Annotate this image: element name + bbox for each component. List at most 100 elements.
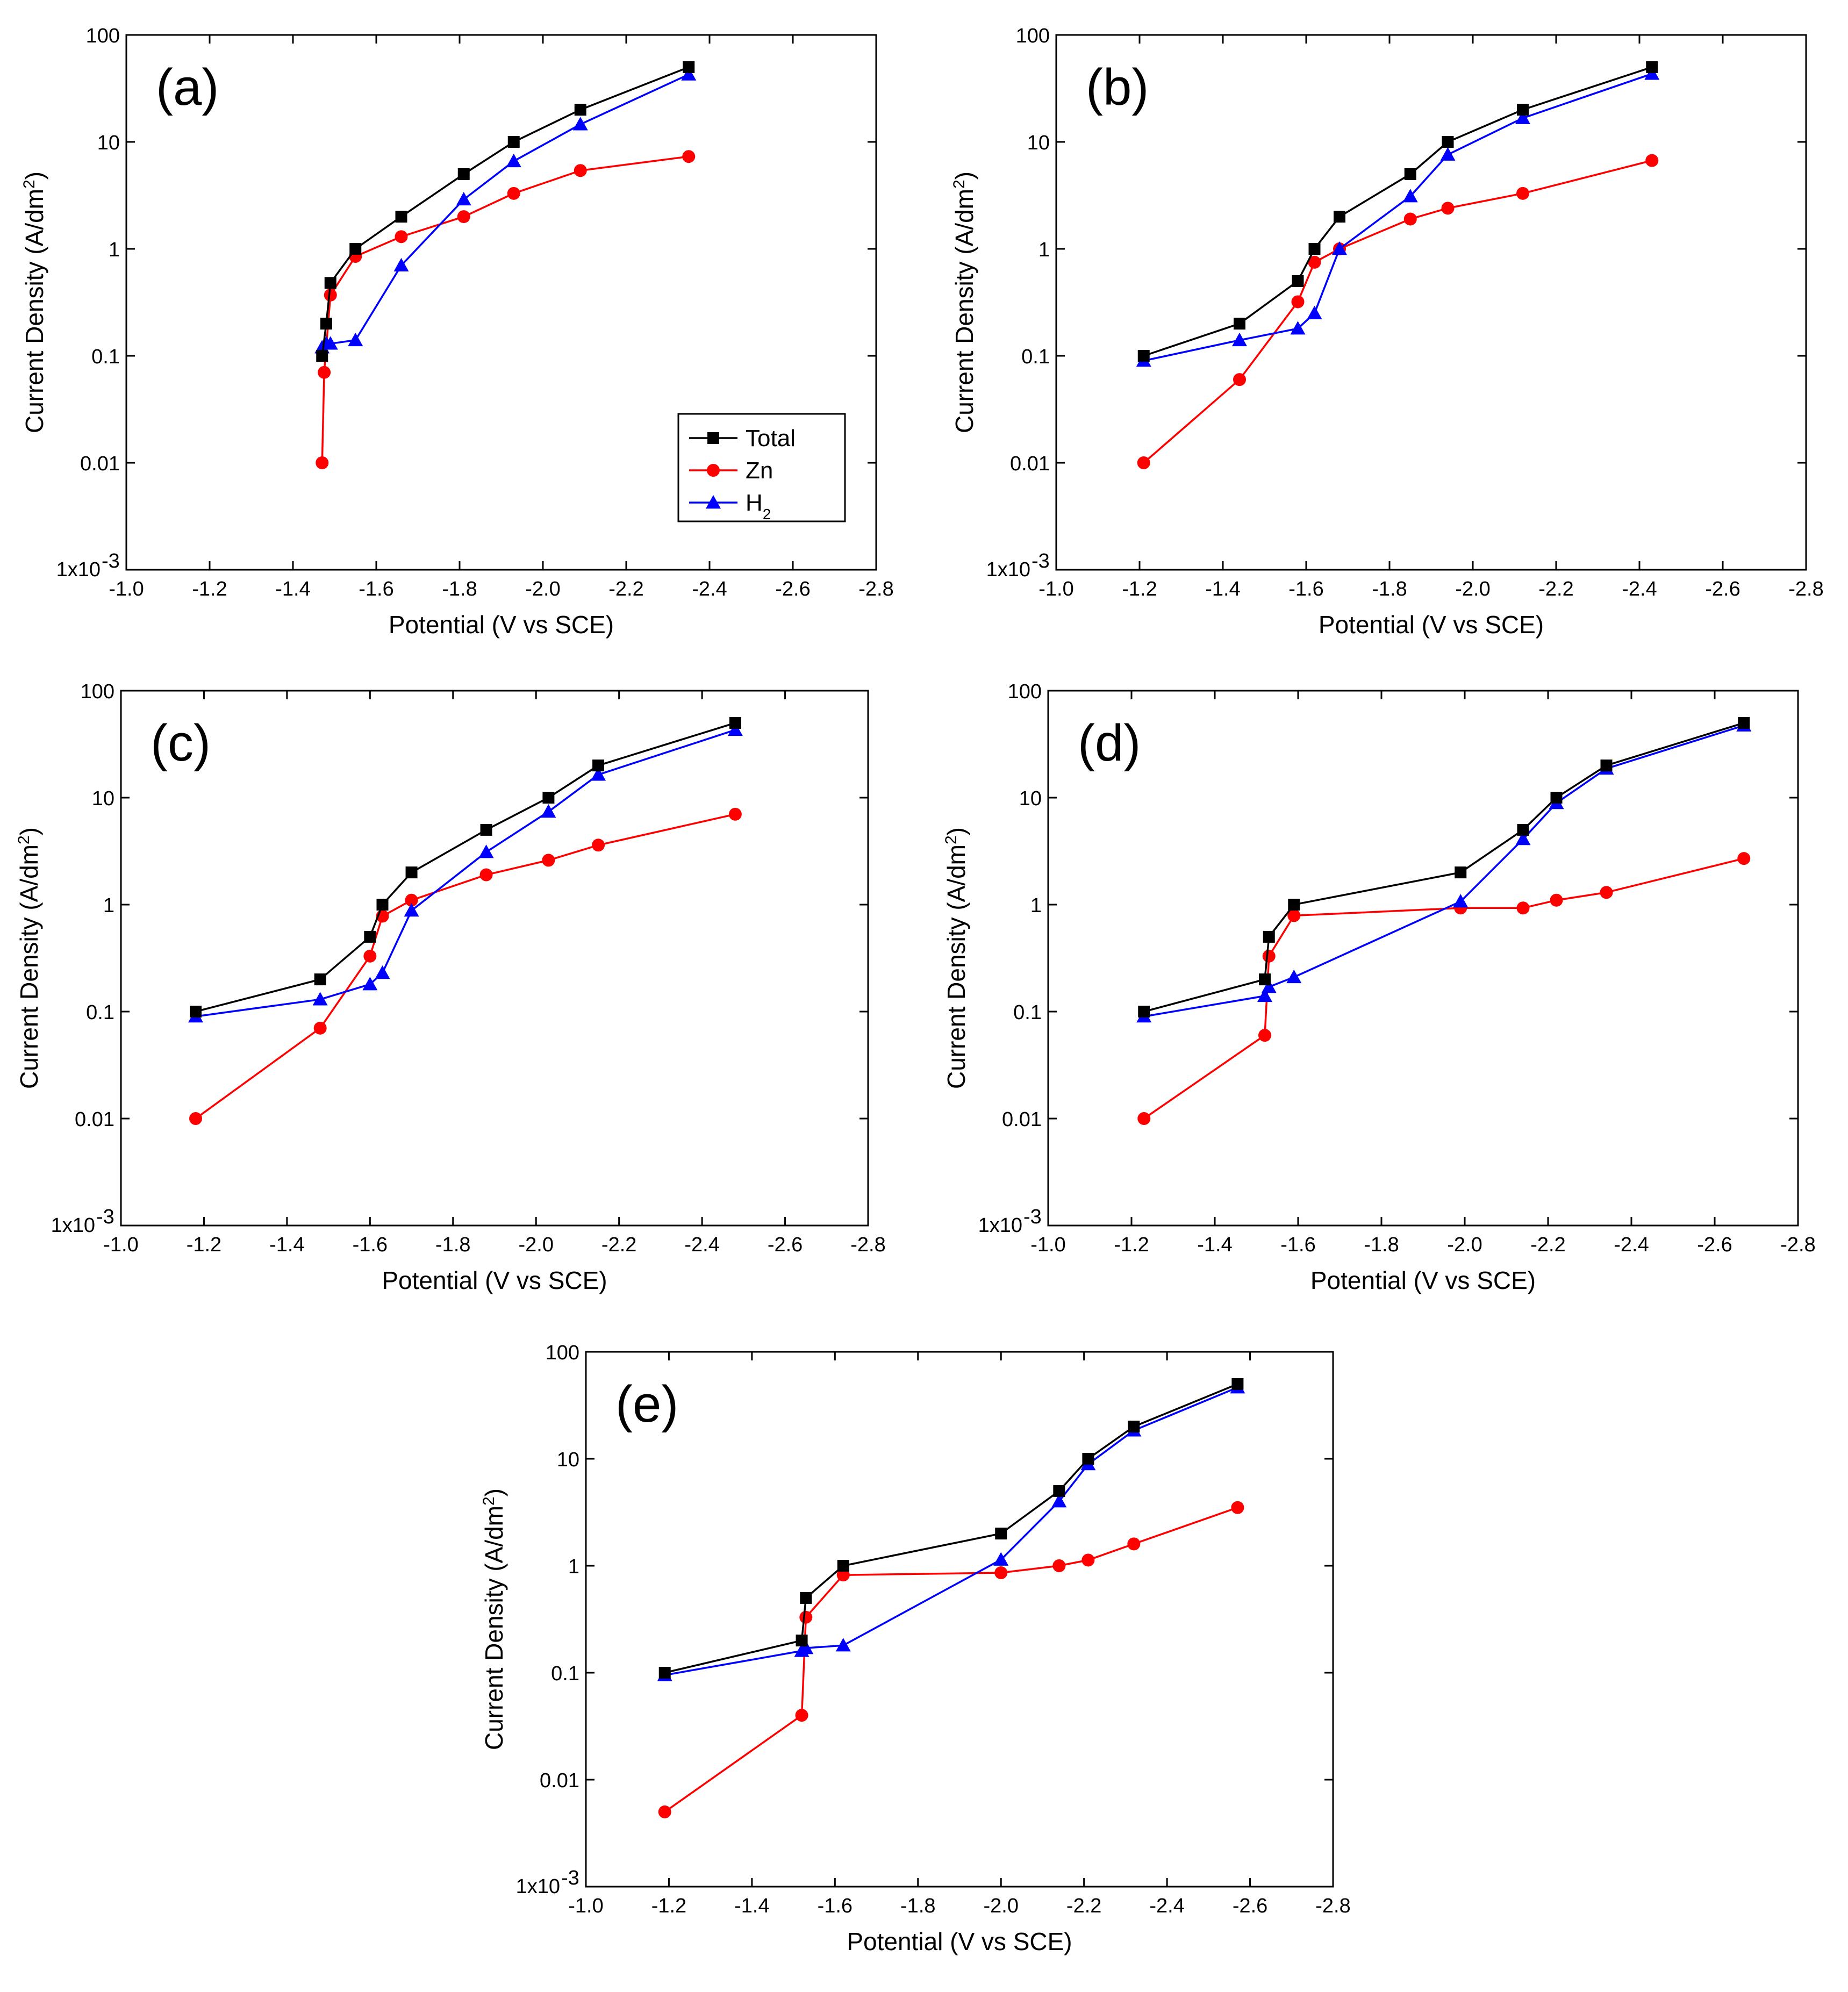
y-axis-label-end: ) <box>950 171 978 180</box>
plot-frame <box>120 690 869 1227</box>
x-tick-label: -2.2 <box>608 578 643 600</box>
x-tick-label: -1.2 <box>1114 1234 1149 1256</box>
data-point-total <box>320 318 332 330</box>
data-point-zn <box>574 164 587 177</box>
plot-frame <box>1055 34 1807 571</box>
data-point-total <box>1646 61 1658 73</box>
x-tick-label: -2.6 <box>1697 1234 1732 1256</box>
y-tick-label: 1x10 <box>516 1875 560 1898</box>
y-tick-exponent: -3 <box>96 1206 114 1228</box>
x-axis-label: Potential (V vs SCE) <box>1319 611 1544 639</box>
x-tick-label: -2.0 <box>518 1234 553 1256</box>
x-tick-label: -1.4 <box>734 1895 769 1917</box>
x-tick-label: -2.8 <box>1788 578 1823 600</box>
data-point-h2 <box>506 153 521 168</box>
data-point-zn <box>542 854 555 867</box>
y-tick-label: 1 <box>103 894 114 917</box>
series-line-total <box>321 66 689 356</box>
x-tick-label: -1.6 <box>353 1234 388 1256</box>
data-point-total <box>316 350 328 362</box>
legend-marker-total <box>707 432 719 444</box>
data-point-h2 <box>1051 1494 1067 1508</box>
data-point-total <box>457 168 470 180</box>
data-point-zn <box>728 807 742 821</box>
y-axis-label-sup: 2 <box>15 835 33 844</box>
data-point-zn <box>1258 1029 1271 1042</box>
chart-panel-b: -1.0 -1.2 -1.4 -1.6 -1.8 -2.0 -2.2 -2.4 -2.6 -2.8… <box>950 25 1824 639</box>
y-tick-label: 0.01 <box>75 1108 114 1131</box>
y-axis-label-main: Current Density (A/dm <box>950 189 978 433</box>
x-tick-label: -2.0 <box>1455 578 1490 600</box>
y-axis-label-end: ) <box>20 171 48 180</box>
x-tick-label: -1.8 <box>435 1234 470 1256</box>
data-point-total <box>542 792 555 804</box>
x-tick-label: -1.0 <box>568 1895 603 1917</box>
y-tick-label: 10 <box>1027 132 1050 154</box>
y-tick-label: 10 <box>97 132 120 154</box>
x-tick-label: -1.2 <box>651 1895 686 1917</box>
legend-label-main: H <box>746 490 763 516</box>
y-tick-label: 100 <box>1016 25 1050 47</box>
data-point-zn <box>1262 949 1276 963</box>
x-tick-label: -2.8 <box>850 1234 885 1256</box>
data-point-zn <box>1137 456 1150 469</box>
data-point-zn <box>682 150 696 163</box>
legend-label-zn: Zn <box>746 457 773 484</box>
y-tick-label: 1 <box>109 239 120 261</box>
data-point-h2 <box>1286 969 1302 984</box>
data-point-zn <box>1441 202 1455 215</box>
x-tick-label: -2.8 <box>858 578 893 600</box>
series-line-zn <box>195 813 736 1120</box>
panel-label: (b) <box>1086 59 1149 116</box>
legend-marker-zn <box>707 464 720 477</box>
y-axis-label: Current Density (A/dm2) <box>15 827 44 1089</box>
x-tick-label: -2.8 <box>1780 1234 1815 1256</box>
data-point-total <box>1053 1485 1065 1497</box>
x-tick-label: -1.6 <box>1280 1234 1315 1256</box>
data-point-zn <box>1137 1112 1151 1125</box>
y-tick-label: 10 <box>1019 787 1042 810</box>
legend-marker-h2 <box>706 495 721 509</box>
y-tick-label: 0.1 <box>86 1001 114 1024</box>
data-point-total <box>1600 759 1613 772</box>
data-point-h2 <box>681 67 697 81</box>
chart-panel-d: -1.0 -1.2 -1.4 -1.6 -1.8 -2.0 -2.2 -2.4 -2.6 -2.8… <box>942 680 1816 1294</box>
data-point-total <box>405 866 418 879</box>
data-point-total <box>1259 973 1271 986</box>
data-point-total <box>592 759 605 772</box>
data-point-zn <box>363 949 377 963</box>
data-point-h2 <box>375 965 390 979</box>
data-point-h2 <box>1290 321 1306 335</box>
x-tick-label: -1.8 <box>1372 578 1407 600</box>
data-point-total <box>1234 318 1245 330</box>
x-tick-label: -1.0 <box>1038 578 1073 600</box>
y-tick-label: 100 <box>81 680 114 703</box>
data-point-zn <box>316 456 329 469</box>
data-point-total <box>190 1006 202 1018</box>
data-point-total <box>480 823 492 836</box>
x-tick-label: -2.0 <box>525 578 560 600</box>
data-point-total <box>1334 211 1345 223</box>
x-tick-label: -1.8 <box>1364 1234 1399 1256</box>
plot-frame <box>1047 690 1799 1227</box>
data-point-total <box>574 104 586 116</box>
data-point-h2 <box>1257 988 1272 1002</box>
y-tick-label: 0.01 <box>540 1769 579 1792</box>
x-tick-label: -1.4 <box>269 1234 304 1256</box>
data-point-zn <box>1600 886 1613 899</box>
x-tick-label: -2.4 <box>1614 1234 1649 1256</box>
data-point-h2 <box>312 992 328 1006</box>
data-point-zn <box>313 1021 327 1035</box>
x-tick-label: -2.4 <box>692 578 727 600</box>
data-point-h2 <box>1232 332 1247 347</box>
data-point-zn <box>1516 187 1529 200</box>
data-point-zn <box>1550 893 1563 907</box>
y-tick-label: 1x10 <box>978 1214 1022 1237</box>
x-tick-label: -1.4 <box>1197 1234 1232 1256</box>
x-tick-label: -2.4 <box>1622 578 1657 600</box>
plot-frame <box>585 1351 1334 1888</box>
y-tick-exponent: -3 <box>1023 1206 1042 1228</box>
series-line-h2 <box>1144 725 1744 1018</box>
data-point-zn <box>799 1610 813 1624</box>
